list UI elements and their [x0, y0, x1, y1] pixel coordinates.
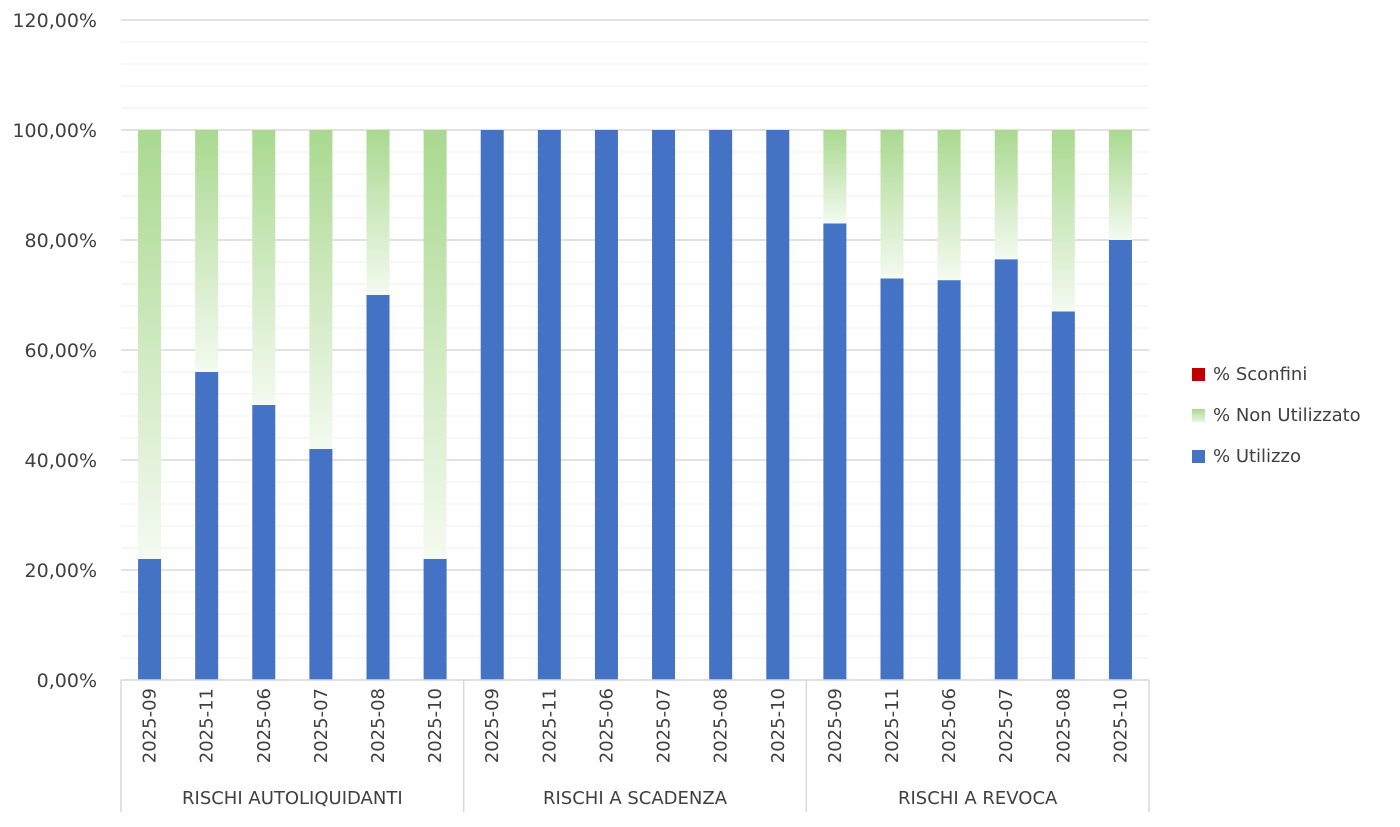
bar-non-utilizzato[interactable] — [1108, 130, 1132, 240]
bar-non-utilizzato[interactable] — [994, 130, 1018, 260]
bar-utilizzo[interactable] — [1108, 240, 1132, 680]
y-tick-label: 100,00% — [12, 120, 97, 142]
x-tick-label: 2025-08 — [368, 688, 389, 763]
bar-utilizzo[interactable] — [937, 280, 961, 680]
bar-utilizzo[interactable] — [423, 559, 447, 680]
legend-swatch-utilizzo — [1192, 450, 1205, 463]
x-tick-label: 2025-10 — [425, 688, 446, 763]
chart-legend: % Sconfini % Non Utilizzato % Utilizzo — [1192, 354, 1361, 477]
bar-non-utilizzato[interactable] — [309, 130, 333, 449]
legend-label-non-utilizzato: % Non Utilizzato — [1213, 405, 1361, 426]
x-tick-label: 2025-07 — [311, 688, 332, 763]
bar-utilizzo[interactable] — [537, 130, 561, 680]
bar-non-utilizzato[interactable] — [880, 130, 904, 279]
legend-item-sconfini[interactable]: % Sconfini — [1192, 354, 1361, 395]
bar-utilizzo[interactable] — [366, 295, 390, 680]
x-tick-label: 2025-06 — [596, 688, 617, 763]
x-tick-label: 2025-06 — [254, 688, 275, 763]
legend-swatch-sconfini — [1192, 368, 1205, 381]
x-tick-label: 2025-11 — [882, 688, 903, 763]
y-tick-label: 60,00% — [25, 340, 97, 362]
bar-utilizzo[interactable] — [766, 130, 790, 680]
x-tick-label: 2025-06 — [939, 688, 960, 763]
y-tick-label: 0,00% — [37, 670, 97, 692]
group-label: RISCHI A REVOCA — [898, 788, 1058, 809]
bar-utilizzo[interactable] — [594, 130, 618, 680]
bar-utilizzo[interactable] — [709, 130, 733, 680]
x-tick-label: 2025-07 — [654, 688, 675, 763]
legend-item-non-utilizzato[interactable]: % Non Utilizzato — [1192, 395, 1361, 436]
x-tick-label: 2025-08 — [711, 688, 732, 763]
group-label: RISCHI AUTOLIQUIDANTI — [182, 788, 403, 809]
bar-utilizzo[interactable] — [1051, 311, 1075, 681]
bar-non-utilizzato[interactable] — [195, 130, 219, 372]
bar-utilizzo[interactable] — [480, 130, 504, 680]
x-tick-label: 2025-08 — [1053, 688, 1074, 763]
bar-non-utilizzato[interactable] — [366, 130, 390, 295]
bar-utilizzo[interactable] — [195, 372, 219, 680]
bar-utilizzo[interactable] — [652, 130, 676, 680]
x-tick-label: 2025-11 — [197, 688, 218, 763]
x-tick-label: 2025-09 — [825, 688, 846, 763]
bar-non-utilizzato[interactable] — [138, 130, 162, 559]
y-tick-label: 80,00% — [25, 230, 97, 252]
bar-non-utilizzato[interactable] — [937, 130, 961, 281]
y-tick-label: 40,00% — [25, 450, 97, 472]
bar-utilizzo[interactable] — [252, 405, 276, 680]
bar-utilizzo[interactable] — [138, 559, 162, 680]
group-label: RISCHI A SCADENZA — [543, 788, 728, 809]
bar-non-utilizzato[interactable] — [1051, 130, 1075, 312]
bar-non-utilizzato[interactable] — [423, 130, 447, 559]
legend-label-utilizzo: % Utilizzo — [1213, 446, 1301, 467]
legend-label-sconfini: % Sconfini — [1213, 364, 1308, 385]
legend-swatch-non-utilizzato — [1192, 409, 1205, 422]
bar-non-utilizzato[interactable] — [252, 130, 276, 405]
bar-non-utilizzato[interactable] — [823, 130, 847, 224]
bar-utilizzo[interactable] — [823, 223, 847, 681]
y-tick-label: 120,00% — [12, 10, 97, 32]
y-tick-label: 20,00% — [25, 560, 97, 582]
x-tick-label: 2025-10 — [768, 688, 789, 763]
x-tick-label: 2025-07 — [996, 688, 1017, 763]
x-tick-label: 2025-11 — [539, 688, 560, 763]
x-tick-label: 2025-10 — [1110, 688, 1131, 763]
bar-utilizzo[interactable] — [880, 278, 904, 681]
legend-item-utilizzo[interactable]: % Utilizzo — [1192, 436, 1361, 477]
bar-utilizzo[interactable] — [994, 259, 1018, 680]
x-tick-label: 2025-09 — [482, 688, 503, 763]
x-tick-label: 2025-09 — [140, 688, 161, 763]
bar-utilizzo[interactable] — [309, 449, 333, 680]
